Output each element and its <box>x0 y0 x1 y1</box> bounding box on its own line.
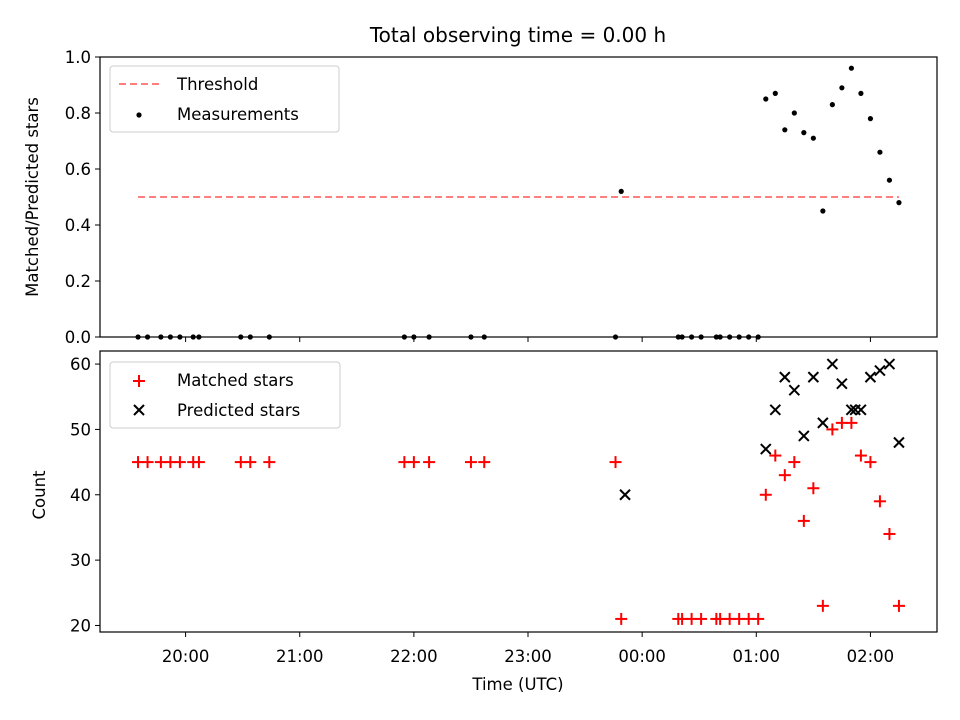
matched-point <box>423 456 436 469</box>
top-y-tick-label: 0.6 <box>65 160 91 179</box>
predicted-point <box>893 436 905 449</box>
top-y-tick-label: 0.2 <box>65 272 91 291</box>
top-y-tick-label: 0.0 <box>65 328 91 347</box>
x-tick-label: 22:00 <box>390 647 438 666</box>
top-y-axis-label: Matched/Predicted stars <box>23 97 42 297</box>
x-tick-label: 01:00 <box>733 647 781 666</box>
measurement-point <box>829 102 835 108</box>
legend-predicted-swatch <box>133 404 145 416</box>
measurement-point <box>763 96 769 102</box>
matched-point <box>873 495 886 508</box>
matched-point <box>141 456 154 469</box>
matched-point <box>759 488 772 501</box>
matched-point <box>845 416 858 429</box>
top-axes-frame <box>99 56 938 338</box>
top-y-tick-label: 1.0 <box>65 48 91 67</box>
matched-point <box>769 449 782 462</box>
predicted-point <box>883 358 896 370</box>
matched-point <box>263 456 276 469</box>
matched-point <box>407 456 420 469</box>
matched-point <box>797 514 810 527</box>
x-tick-label: 21:00 <box>276 647 324 666</box>
matched-point <box>192 456 205 469</box>
top-y-tick-label: 0.4 <box>65 216 91 235</box>
matched-point <box>609 456 622 469</box>
measurement-point <box>867 116 874 122</box>
predicted-point <box>845 404 858 416</box>
predicted-point <box>874 364 886 377</box>
matched-point <box>615 612 628 625</box>
predicted-point <box>855 404 867 416</box>
matched-point <box>788 456 801 469</box>
predicted-point <box>817 417 829 429</box>
x-tick-label: 02:00 <box>847 647 895 666</box>
predicted-point <box>619 489 631 501</box>
measurement-point <box>820 208 826 214</box>
matched-point <box>695 612 708 625</box>
matched-point <box>464 456 477 469</box>
predicted-point <box>788 384 801 396</box>
bottom-y-tick-label: 20 <box>70 616 91 635</box>
matched-point <box>244 456 257 469</box>
measurement-point <box>896 200 902 206</box>
legend-matched-label: Matched stars <box>177 371 294 390</box>
matched-point <box>892 599 905 612</box>
predicted-point <box>760 443 772 455</box>
legend-matched-swatch <box>133 375 145 387</box>
matched-point <box>807 482 820 495</box>
measurement-point <box>791 110 797 116</box>
measurement-point <box>801 130 807 136</box>
x-tick-label: 23:00 <box>504 647 552 666</box>
predicted-point <box>836 377 848 390</box>
predicted-point <box>807 371 820 383</box>
bottom-y-tick-label: 30 <box>70 551 91 570</box>
measurement-point <box>810 135 816 141</box>
bottom-y-tick-label: 40 <box>70 486 91 505</box>
matched-point <box>752 612 765 625</box>
matched-point <box>864 456 877 469</box>
matched-point <box>826 423 839 436</box>
measurement-point <box>877 149 883 155</box>
measurement-point <box>618 188 624 194</box>
predicted-point <box>769 404 782 416</box>
bottom-chart: 20 30 40 50 60 20:00 21:00 22:00 23:00 00:00 01:0… <box>30 350 938 694</box>
legend-measurement-swatch <box>136 112 142 118</box>
predicted-point <box>864 371 877 383</box>
measurement-point <box>886 177 893 183</box>
x-axis-label: Time (UTC) <box>471 675 563 694</box>
matched-point <box>883 527 896 540</box>
matched-point <box>816 599 829 612</box>
bottom-legend: Matched stars Predicted stars <box>109 361 341 429</box>
chart-title: Total observing time = 0.00 h <box>369 23 666 47</box>
matched-point <box>854 449 867 462</box>
bottom-y-axis-label: Count <box>30 470 49 520</box>
predicted-point <box>798 430 810 442</box>
predicted-point <box>779 371 791 383</box>
bottom-axes-frame <box>99 350 938 633</box>
legend-measurements-label: Measurements <box>177 105 299 124</box>
measurement-point <box>858 90 864 96</box>
predicted-point <box>826 358 839 370</box>
legend-threshold-label: Threshold <box>176 75 258 94</box>
legend-predicted-label: Predicted stars <box>177 401 300 420</box>
measurement-point <box>839 85 845 91</box>
matched-point <box>478 456 491 469</box>
x-tick-label: 00:00 <box>618 647 666 666</box>
x-tick-label: 20:00 <box>162 647 210 666</box>
measurement-point <box>848 65 854 71</box>
measurement-point <box>782 127 788 133</box>
bottom-y-tick-label: 60 <box>70 355 91 374</box>
bottom-y-tick-label: 50 <box>70 420 91 439</box>
top-y-tick-label: 0.8 <box>65 104 91 123</box>
top-chart: 0.0 0.2 0.4 0.6 0.8 1.0 Matched/Predicted sta… <box>23 48 938 347</box>
matched-point <box>173 456 186 469</box>
matched-point <box>778 469 791 482</box>
measurement-point <box>772 90 778 96</box>
top-legend: Threshold Measurements <box>109 65 340 133</box>
